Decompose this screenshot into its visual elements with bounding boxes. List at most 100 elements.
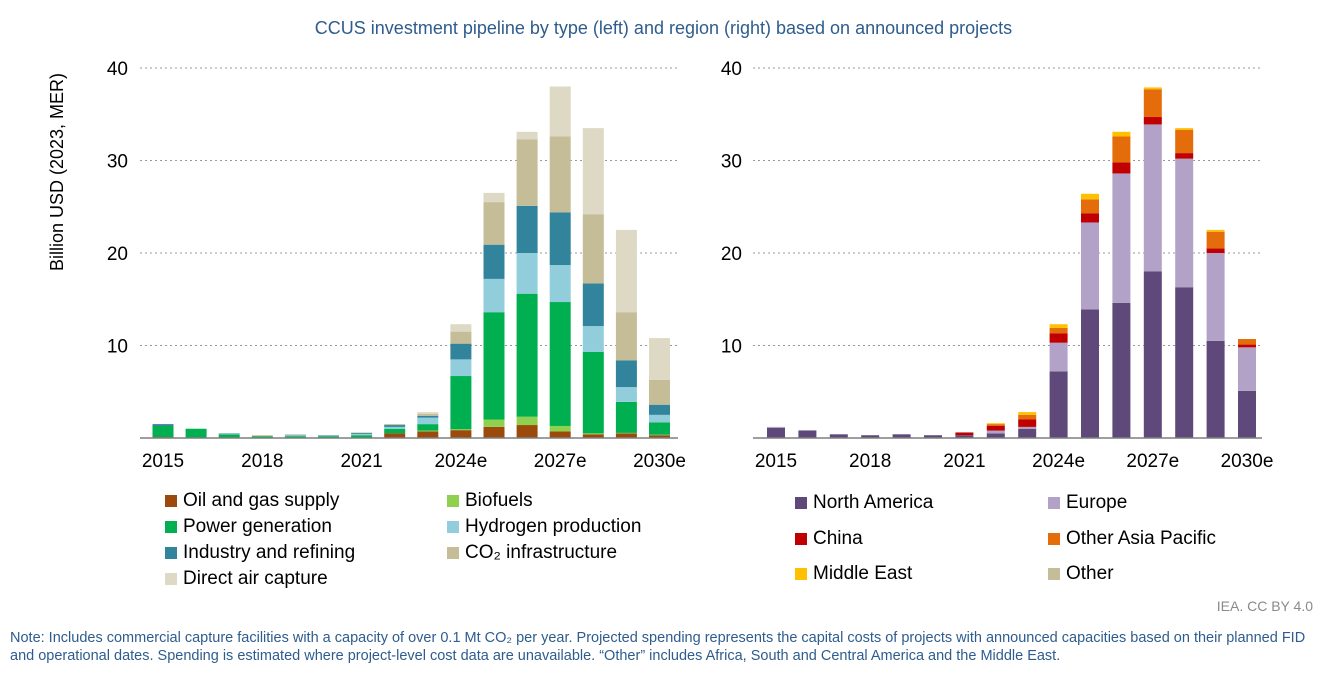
bar-segment (986, 423, 1005, 425)
bar-segment (582, 214, 604, 284)
bar-segment (483, 244, 505, 279)
bar-segment (1049, 342, 1068, 372)
bar-segment (615, 312, 637, 361)
bar-segment (649, 338, 670, 380)
bar-segment (892, 434, 911, 438)
bar-segment (1112, 162, 1131, 174)
bar-segment (1081, 193, 1099, 200)
bar-segment (351, 433, 373, 436)
legend-swatch (1048, 568, 1060, 580)
x-tick-label: 2027e (1126, 451, 1179, 472)
bar-segment (582, 128, 604, 215)
bar-segment (582, 326, 604, 352)
bar-segment (955, 435, 974, 438)
bar-segment (986, 424, 1005, 426)
legend-swatch (795, 497, 807, 509)
bar-segment (986, 430, 1005, 434)
bar-segment (483, 312, 505, 420)
bar-segment (450, 331, 472, 344)
bar-segment (1238, 339, 1256, 345)
x-tick-label: 2018 (241, 451, 283, 472)
bar-segment (1081, 199, 1099, 214)
bar-segment (1049, 333, 1068, 343)
bar-segment (767, 426, 785, 428)
legend-label: China (813, 527, 863, 549)
legend-label: North America (813, 492, 934, 513)
bar-segment (649, 414, 670, 423)
legend-label: Oil and gas supply (183, 490, 340, 511)
bar-segment (1143, 89, 1162, 118)
bar-segment (1175, 158, 1194, 288)
bar-segment (351, 435, 373, 438)
bar-segment (549, 425, 571, 432)
legend-swatch (447, 495, 459, 507)
bar-segment (549, 212, 571, 266)
bar-segment (582, 434, 604, 438)
bar-segment (417, 412, 439, 414)
bar-segment (861, 435, 880, 438)
legend-item: Other (1048, 563, 1114, 585)
bar-segment (152, 425, 174, 438)
bar-segment (516, 131, 538, 140)
legend-swatch (447, 521, 459, 533)
legend-swatch (447, 547, 459, 559)
bar-segment (1112, 173, 1131, 303)
bar-segment (1238, 344, 1256, 348)
chart-title: CCUS investment pipeline by type (left) … (314, 18, 1013, 38)
bar-segment (483, 426, 505, 438)
x-tick-label: 2030e (633, 451, 686, 472)
bar-segment (417, 417, 439, 425)
legend-item: Oil and gas supply (165, 490, 339, 512)
bar-segment (516, 253, 538, 294)
bar-segment (1206, 248, 1225, 253)
x-tick-label: 2018 (849, 451, 891, 472)
legend-item: North America (795, 492, 933, 514)
legend-item: Middle East (795, 563, 912, 585)
legend-item: Hydrogen production (447, 516, 641, 538)
bar-segment (417, 431, 439, 438)
bar-segment (284, 435, 306, 437)
bar-segment (417, 415, 439, 418)
legend-label: Middle East (813, 563, 913, 584)
bar-segment (1112, 302, 1131, 438)
legend-label: Industry and refining (183, 542, 356, 563)
legend-label: Other Asia Pacific (1066, 527, 1216, 549)
y-tick-label: 30 (721, 152, 742, 173)
legend-swatch (165, 547, 177, 559)
bar-segment (615, 433, 637, 438)
bar-segment (351, 432, 373, 434)
bar-segment (384, 425, 406, 427)
bar-segment (1018, 412, 1037, 415)
y-tick-label: 40 (721, 59, 742, 80)
bar-segment (649, 422, 670, 435)
legend-label: Hydrogen production (465, 516, 642, 537)
bar-segment (185, 428, 207, 438)
bar-segment (1238, 347, 1256, 391)
bar-segment (924, 435, 942, 438)
bar-segment (615, 401, 637, 433)
bar-segment (1081, 309, 1099, 438)
legend-item: Biofuels (447, 490, 533, 512)
bar-segment (1112, 136, 1131, 163)
x-tick-label: 2021 (340, 451, 382, 472)
bar-segment (1143, 117, 1162, 125)
legend-swatch (795, 532, 807, 545)
y-tick-label: 10 (107, 337, 128, 358)
bar-segment (1175, 128, 1194, 130)
y-tick-label: 10 (721, 337, 742, 358)
legend-item: CO₂ infrastructure (447, 542, 617, 564)
bar-segment (417, 430, 439, 432)
bar-segment (1049, 327, 1068, 334)
bar-segment (516, 139, 538, 206)
bar-segment (649, 435, 670, 438)
x-tick-label: 2024e (1032, 451, 1085, 472)
legend-swatch (1048, 532, 1060, 545)
bar-segment (615, 229, 637, 313)
bar-segment (318, 436, 339, 438)
bar-segment (1143, 87, 1162, 90)
bar-segment (450, 324, 472, 332)
bar-segment (615, 387, 637, 402)
bar-segment (955, 432, 974, 436)
bar-segment (615, 360, 637, 388)
